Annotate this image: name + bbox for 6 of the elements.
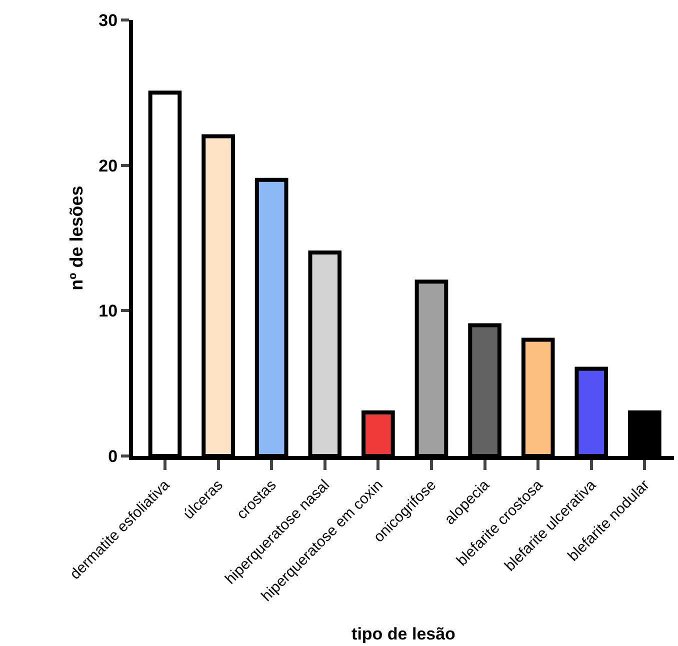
y-axis-title: nº de lesões [66, 186, 86, 290]
y-tick-label: 0 [108, 446, 118, 466]
x-axis-title: tipo de lesão [352, 624, 456, 644]
y-tick-label: 30 [98, 10, 118, 30]
y-tick-label: 10 [98, 302, 118, 321]
y-tick-label: 20 [98, 156, 118, 176]
